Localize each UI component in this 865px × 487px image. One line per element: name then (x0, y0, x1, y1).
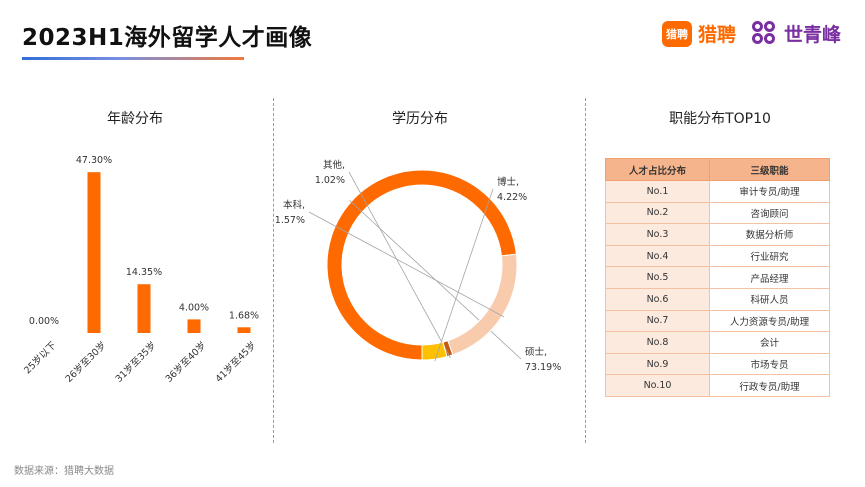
function-cell: 市场专员 (709, 352, 830, 376)
function-cell: 行业研究 (709, 244, 830, 268)
function-cell: 审计专员/助理 (709, 180, 830, 203)
panel-divider (273, 98, 274, 443)
age-category-label: 26岁至30岁 (63, 339, 109, 385)
age-bar-chart: 0.00% 25岁以下 47.30% 26岁至30岁 14.35% 31岁至35岁 4.00… (21, 155, 259, 385)
rank-cell: No.3 (605, 223, 710, 246)
function-cell: 数据分析师 (709, 223, 830, 246)
age-category-label: 25岁以下 (21, 339, 58, 376)
rank-cell: No.2 (605, 201, 710, 225)
rank-cell: No.6 (605, 287, 710, 311)
table-row: No.7 人力资源专员/助理 (605, 309, 830, 333)
age-category-label: 31岁至35岁 (113, 339, 159, 385)
brand-logos: 猎聘 猎聘 世青峰 (661, 20, 841, 47)
function-cell: 行政专员/助理 (709, 374, 830, 397)
table-row: No.1 审计专员/助理 (605, 180, 830, 203)
rank-cell: No.5 (605, 266, 710, 289)
function-cell: 人力资源专员/助理 (709, 309, 830, 333)
age-bar-value-label: 1.68% (229, 310, 259, 321)
slice-leader-line (348, 171, 451, 358)
table-row: No.8 会计 (605, 331, 830, 354)
age-bar-value-label: 0.00% (29, 316, 59, 327)
rank-cell: No.4 (605, 244, 710, 268)
age-bar-value-label: 4.00% (179, 302, 209, 313)
age-chart-title: 年龄分布 (107, 111, 163, 127)
education-chart-title: 学历分布 (392, 111, 448, 127)
data-source-note: 数据来源：猎聘大数据 (14, 466, 114, 477)
education-slice-value: 4.22% (497, 192, 527, 203)
function-cell: 科研人员 (709, 287, 830, 311)
table-row: No.2 咨询顾问 (605, 201, 830, 225)
age-bar-value-label: 14.35% (126, 267, 162, 278)
function-top10-table: 人才占比分布 三级职能 No.1 审计专员/助理 No.2 咨询顾问 No.3 数据分析师… (605, 158, 830, 397)
age-bar (137, 284, 151, 333)
shiqingfeng-logo-icon (751, 20, 778, 47)
function-table-title: 职能分布TOP10 (669, 111, 771, 127)
age-category-label: 36岁至40岁 (163, 339, 209, 385)
table-header-function: 三级职能 (709, 158, 830, 181)
table-row: No.9 市场专员 (605, 352, 830, 376)
education-slice-name: 其他, (323, 159, 345, 171)
liepin-wordmark: 猎聘 (697, 24, 736, 46)
education-slice-value: 21.57% (275, 215, 305, 226)
slice-leader-line (434, 188, 494, 362)
age-bar (187, 319, 201, 333)
rank-cell: No.8 (605, 331, 710, 354)
table-row: No.6 科研人员 (605, 287, 830, 311)
age-bar (237, 327, 251, 333)
education-slice-name: 博士, (497, 176, 519, 188)
education-slice (447, 253, 518, 356)
table-row: No.3 数据分析师 (605, 223, 830, 246)
rank-cell: No.1 (605, 180, 710, 203)
slice-leader-line (308, 211, 505, 318)
function-cell: 咨询顾问 (709, 201, 830, 225)
education-slice-name: 硕士, (525, 346, 547, 358)
age-category-label: 41岁至45岁 (213, 339, 259, 385)
function-cell: 产品经理 (709, 266, 830, 289)
rank-cell: No.9 (605, 352, 710, 376)
education-donut-chart: 硕士, 73.19% 本科, 21.57% 其他, 1.02% 博士, 4.22% (275, 159, 561, 373)
rank-cell: No.10 (605, 374, 710, 397)
age-bar-value-label: 47.30% (76, 155, 112, 166)
shiqingfeng-wordmark: 世青峰 (783, 24, 841, 46)
liepin-logo-icon: 猎聘 (661, 20, 692, 47)
page-title: 2023H1海外留学人才画像 (22, 25, 313, 51)
table-row: No.4 行业研究 (605, 244, 830, 268)
table-row: No.10 行政专员/助理 (605, 374, 830, 397)
education-slice-value: 1.02% (315, 175, 345, 186)
panel-divider (585, 98, 586, 443)
rank-cell: No.7 (605, 309, 710, 333)
table-row: No.5 产品经理 (605, 266, 830, 289)
function-cell: 会计 (709, 331, 830, 354)
title-underline (22, 57, 244, 60)
education-slice (421, 341, 448, 361)
education-slice-name: 本科, (283, 199, 305, 211)
table-header-share: 人才占比分布 (605, 158, 710, 181)
education-slice-value: 73.19% (525, 362, 561, 373)
age-bar (87, 172, 101, 333)
